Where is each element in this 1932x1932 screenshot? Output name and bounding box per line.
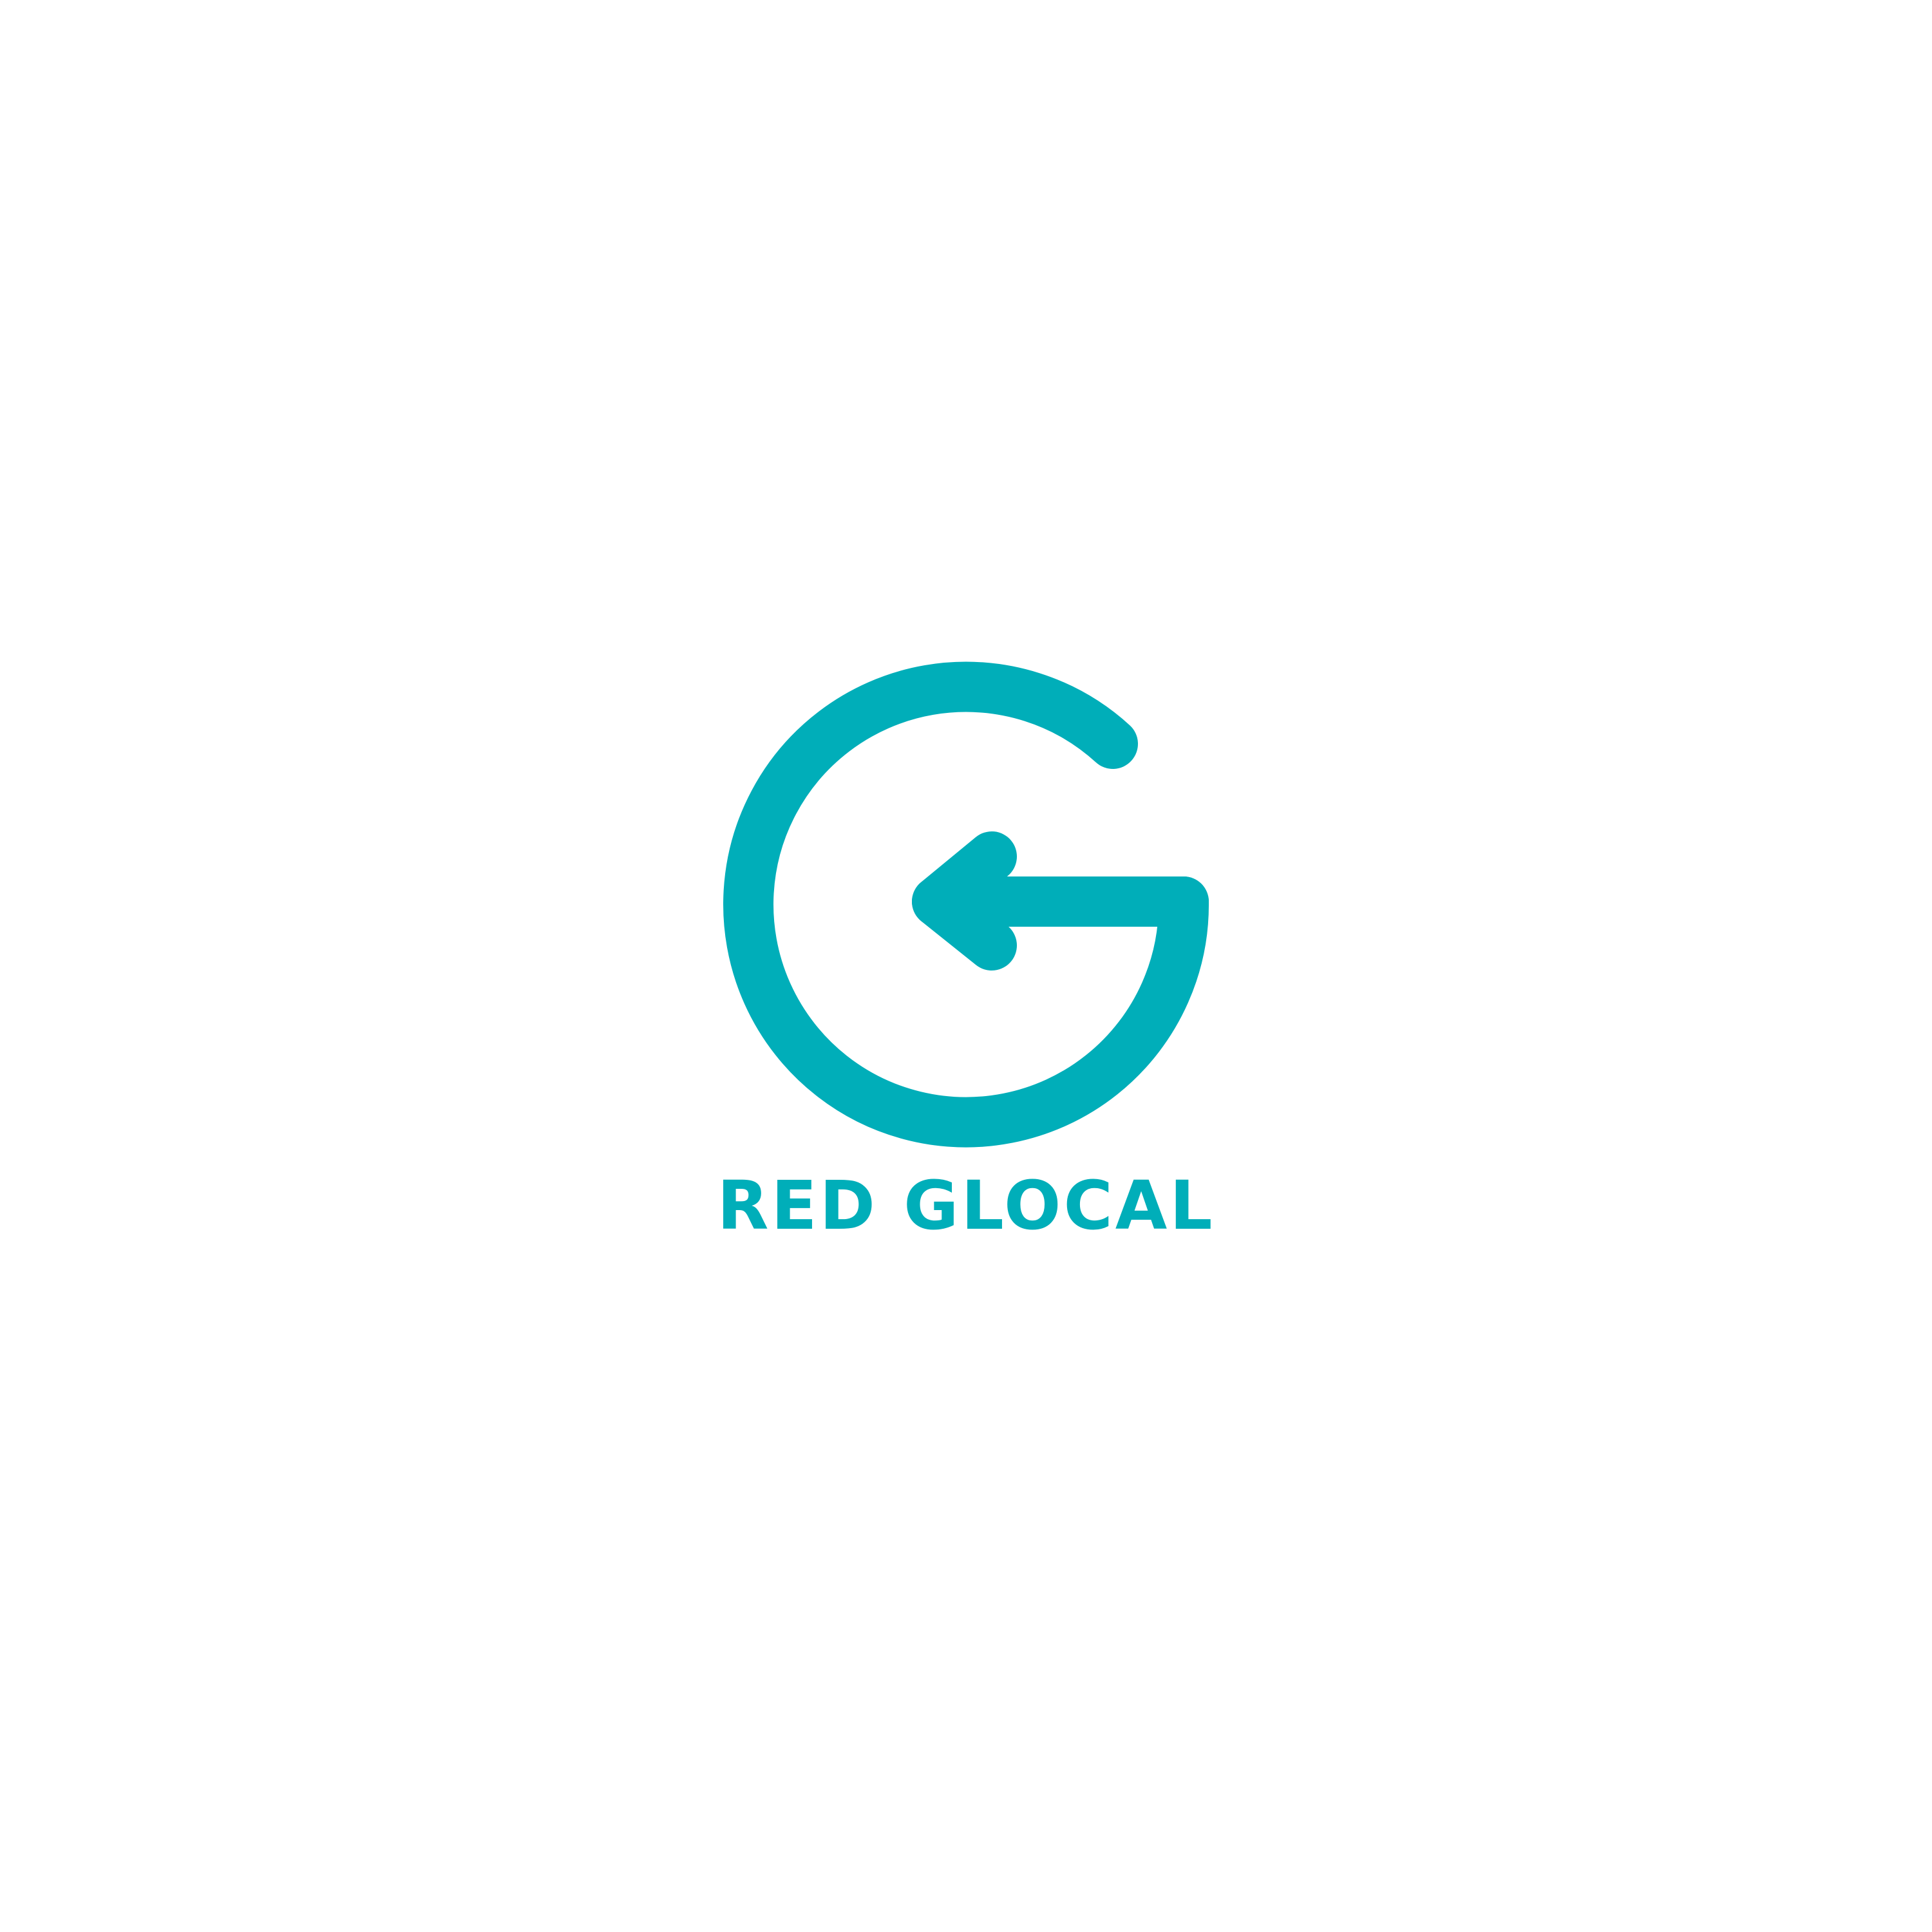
arrow-head [912,831,1017,971]
g-arc [723,661,1209,1148]
brand-name: RED GLOCAL [717,1166,1215,1245]
g-arrow-left-icon [723,661,1209,1148]
